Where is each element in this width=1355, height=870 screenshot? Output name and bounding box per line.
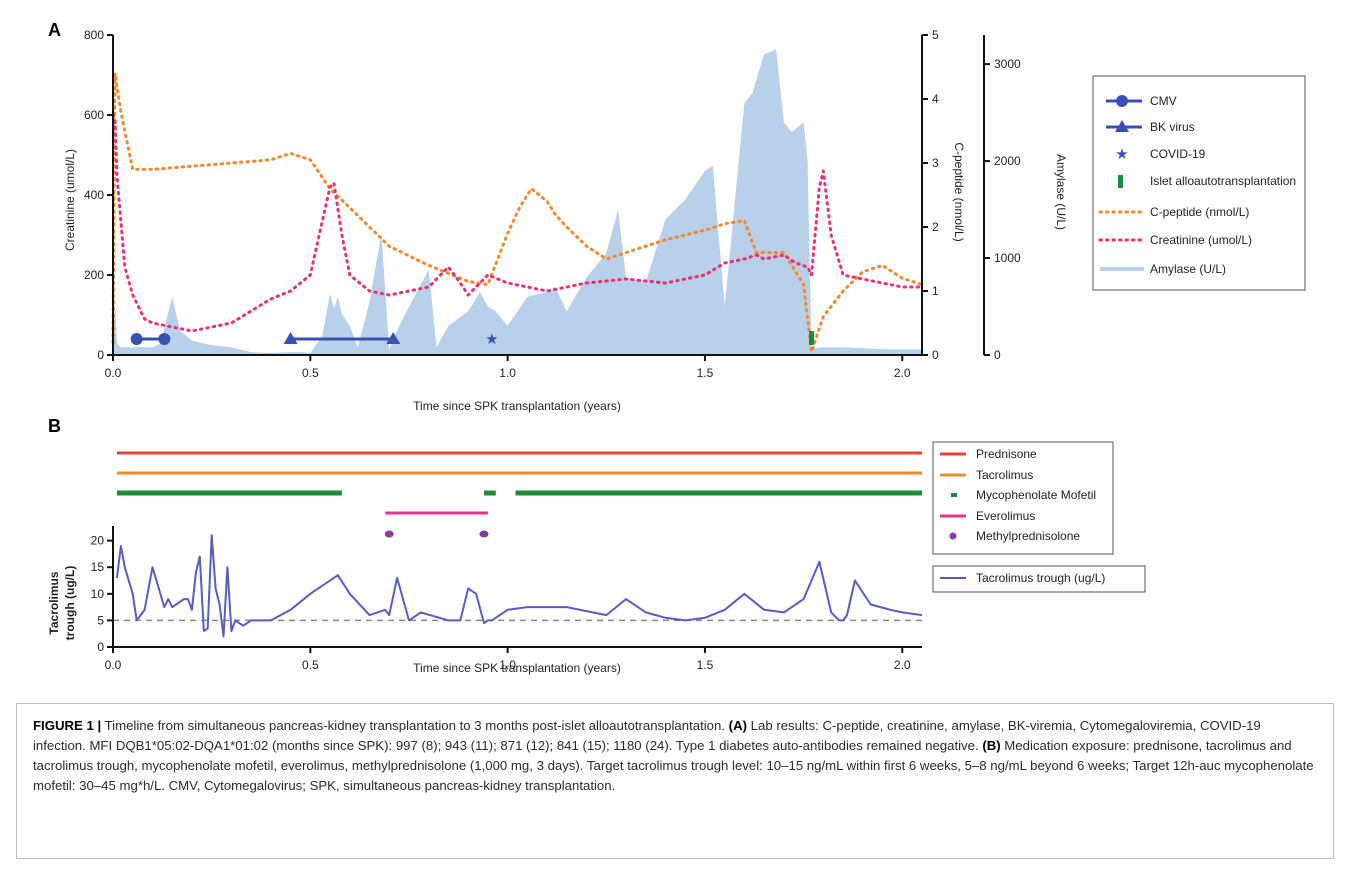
- legend-methylprednisolone-label: Methylprednisolone: [976, 529, 1080, 543]
- legend-creatinine-label: Creatinine (umol/L): [1150, 233, 1252, 247]
- bk-start-marker: [283, 332, 298, 344]
- panel-a-x-tick-label-1: 0.5: [302, 366, 319, 380]
- c-peptide-tick-label-5: 5: [932, 28, 939, 42]
- panel-b-x-tick-label-3: 1.5: [697, 658, 714, 672]
- panel-a-label: A: [48, 20, 61, 40]
- legend-bk-label: BK virus: [1150, 120, 1195, 134]
- tacrolimus-trough-line: [115, 534, 923, 638]
- legend-trough-label: Tacrolimus trough (ug/L): [976, 571, 1105, 585]
- caption-b-label: (B): [982, 738, 1001, 753]
- caption-intro: Timeline from simultaneous pancreas-kidn…: [101, 718, 729, 733]
- caption-a-label: (A): [728, 718, 747, 733]
- panel-b-label: B: [48, 416, 61, 436]
- amylase-axis-label: Amylase (U/L): [1054, 154, 1068, 230]
- trough-y-tick-label-2: 10: [91, 587, 105, 601]
- caption-figure-label: FIGURE 1 |: [33, 718, 102, 733]
- trough-axis-label-line1: Tacrolimus: [47, 571, 61, 634]
- trough-line-group: [113, 534, 923, 638]
- figure-caption: FIGURE 1 | Timeline from simultaneous pa…: [16, 703, 1334, 859]
- islet-bar-icon: [1118, 175, 1123, 188]
- creatinine-axis-label: Creatinine (umol/L): [63, 149, 77, 251]
- amylase-area: [113, 49, 922, 355]
- bk-legend-icon: [1115, 120, 1129, 132]
- cmv-legend-icon: [1116, 95, 1128, 107]
- legend-b-box: [932, 441, 1114, 555]
- panel-b-x-tick-label-1: 0.5: [302, 658, 319, 672]
- legend-b-methylprednisolone: Methylprednisolone: [949, 529, 1080, 543]
- legend-b-trough: Tacrolimus trough (ug/L): [940, 571, 1105, 585]
- c-peptide-tick-label-3: 3: [932, 156, 939, 170]
- methylprednisolone-dose-1: [479, 530, 489, 538]
- trough-y-tick-label-3: 15: [91, 560, 105, 574]
- trough-y-tick-label-4: 20: [91, 534, 105, 548]
- c-peptide-axis-label: C-peptide (nmol/L): [952, 142, 966, 241]
- legend-b-mycophenolate: Mycophenolate Mofetil: [951, 488, 1096, 502]
- cmv-start-marker: [130, 333, 143, 345]
- event-markers-group: ★: [130, 331, 815, 348]
- panel-a-axes: 0 200 400 600 800 0 1 2 3 4 5 0 1000 2000 3000 0.0 0.5 1.…: [84, 28, 1021, 380]
- amylase-area-group: [113, 49, 922, 355]
- legend-cpeptide-label: C-peptide (nmol/L): [1150, 205, 1249, 219]
- panel-b-x-tick-label-2: 1.0: [499, 658, 516, 672]
- creatinine-tick-label-0: 0: [97, 348, 104, 362]
- panel-a-x-axis-label: Time since SPK transplantation (years): [413, 399, 621, 413]
- cmv-end-marker: [158, 333, 171, 345]
- legend-b-everolimus: Everolimus: [940, 509, 1035, 523]
- panel-b-x-tick-label-4: 2.0: [894, 658, 911, 672]
- panel-b-x-axis-label: Time since SPK transplantation (years): [413, 661, 621, 675]
- legend-a-covid: ★ COVID-19: [1115, 146, 1205, 163]
- legend-a-creatinine: Creatinine (umol/L): [1098, 233, 1252, 247]
- legend-mycophenolate-label: Mycophenolate Mofetil: [976, 488, 1096, 502]
- legend-amylase-label: Amylase (U/L): [1150, 262, 1226, 276]
- legend-a-islet: Islet alloautotransplantation: [1118, 174, 1296, 188]
- legend-b-tacrolimus: Tacrolimus: [940, 468, 1033, 482]
- legend-a-cpeptide: C-peptide (nmol/L): [1098, 205, 1249, 219]
- creatinine-tick-label-1: 200: [84, 268, 104, 282]
- legend-b-prednisone: Prednisone: [940, 447, 1037, 461]
- caption-a-text: Lab results: C-peptide, creatinine, amyl…: [33, 718, 1261, 753]
- legend-islet-label: Islet alloautotransplantation: [1150, 174, 1296, 188]
- creatinine-tick-label-4: 800: [84, 28, 104, 42]
- legend-trough-box: [932, 565, 1146, 593]
- amylase-tick-label-0: 0: [994, 348, 1001, 362]
- legend-a-cmv: CMV: [1106, 94, 1177, 108]
- legend-a-box: [1092, 75, 1306, 291]
- legend-cmv-label: CMV: [1150, 94, 1177, 108]
- panel-a-x-tick-label-3: 1.5: [697, 366, 714, 380]
- methylprednisolone-dose-0: [384, 530, 394, 538]
- legend-tacrolimus-label: Tacrolimus: [976, 468, 1033, 482]
- c-peptide-tick-label-1: 1: [932, 284, 939, 298]
- c-peptide-tick-label-2: 2: [932, 220, 939, 234]
- c-peptide-tick-label-4: 4: [932, 92, 939, 106]
- trough-axis-label-line2: trough (ug/L): [63, 566, 77, 641]
- amylase-tick-label-1: 1000: [994, 251, 1021, 265]
- panel-a-x-tick-label-4: 2.0: [894, 366, 911, 380]
- medication-bars-group: [116, 451, 922, 538]
- bk-end-marker: [386, 332, 401, 344]
- legend-a-amylase: Amylase (U/L): [1100, 262, 1226, 276]
- c-peptide-line-group: [111, 71, 924, 354]
- legend-everolimus-label: Everolimus: [976, 509, 1035, 523]
- legend-a-bk: BK virus: [1106, 120, 1195, 134]
- c-peptide-tick-label-0: 0: [932, 348, 939, 362]
- creatinine-tick-label-3: 600: [84, 108, 104, 122]
- panel-b-x-tick-label-0: 0.0: [105, 658, 122, 672]
- panel-b-axes: 0 5 10 15 20 0.0 0.5 1.0 1.5 2.0: [91, 526, 922, 672]
- creatinine-line: [111, 113, 924, 333]
- panel-a-x-tick-label-0: 0.0: [105, 366, 122, 380]
- amylase-tick-label-2: 2000: [994, 154, 1021, 168]
- amylase-tick-label-3: 3000: [994, 57, 1021, 71]
- legend-covid-label: COVID-19: [1150, 147, 1206, 161]
- islet-transplant-marker: [809, 331, 815, 345]
- trough-y-tick-label-0: 0: [97, 640, 104, 654]
- trough-y-tick-label-1: 5: [97, 613, 104, 627]
- panel-a-x-tick-label-2: 1.0: [499, 366, 516, 380]
- covid-star-marker: ★: [485, 331, 498, 348]
- caption-b-text: Medication exposure: prednisone, tacroli…: [33, 738, 1314, 793]
- creatinine-tick-label-2: 400: [84, 188, 104, 202]
- legend-prednisone-label: Prednisone: [976, 447, 1037, 461]
- covid-star-icon: ★: [1115, 146, 1128, 163]
